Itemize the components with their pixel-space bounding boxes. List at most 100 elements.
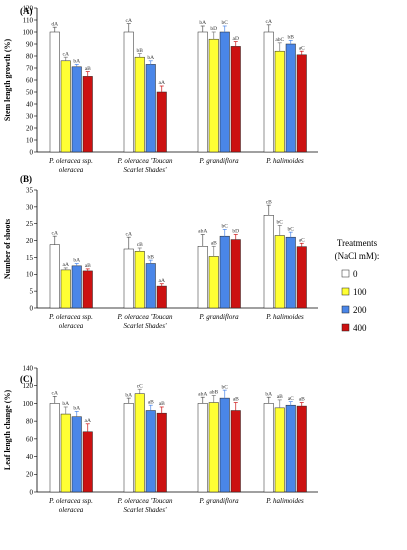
bar (197, 246, 208, 309)
category-label: P. oleracea ssp. (48, 313, 93, 321)
bar (145, 64, 156, 153)
bar (82, 76, 93, 153)
category-label: oleracea (59, 322, 84, 330)
significance-letter: cA (52, 230, 58, 236)
category-label: Scarlet Shades' (124, 166, 167, 174)
significance-letter: cB (137, 242, 143, 248)
significance-letter: aC (299, 45, 305, 51)
significance-letter: aB (85, 263, 91, 269)
significance-letter: aA (85, 418, 91, 424)
y-tick-label: 30 (26, 203, 34, 211)
y-tick-label: 100 (23, 28, 34, 36)
significance-letter: abB (209, 390, 218, 396)
bar (82, 270, 93, 309)
legend-swatch (341, 269, 350, 278)
bar (82, 431, 93, 493)
bar (145, 263, 156, 309)
y-tick-label: 40 (26, 100, 34, 108)
legend-item-label: 0 (353, 269, 358, 279)
chart-panel-3: 0 20 40 60 80 100 120 140 (C) Leaf length change … (3, 364, 318, 514)
significance-letter: bA (62, 401, 69, 407)
y-tick-label: 10 (26, 136, 34, 144)
bar (123, 248, 134, 309)
bar (134, 251, 145, 309)
significance-letter: aC (299, 237, 305, 243)
bar (60, 413, 71, 493)
significance-letter: aB (148, 399, 154, 405)
bar (219, 235, 230, 309)
y-tick-label: 120 (23, 382, 34, 390)
category-label: P. grandiflora (198, 313, 239, 321)
y-tick-label: 25 (26, 220, 34, 228)
legend-title-line2: (NaCl mM): (335, 251, 380, 261)
significance-letter: aD (233, 36, 239, 42)
bar (71, 416, 82, 493)
bar (230, 239, 241, 309)
bar (296, 246, 307, 309)
bar (71, 265, 82, 309)
bar (208, 256, 219, 309)
bar (263, 31, 274, 153)
y-tick-label: 120 (23, 4, 34, 12)
y-tick-label: 20 (26, 124, 34, 132)
y-tick-label: 15 (26, 254, 34, 262)
significance-letter: abA (198, 229, 207, 235)
significance-letter: bC (277, 220, 284, 226)
legend-item-label: 100 (353, 287, 367, 297)
bar (60, 60, 71, 153)
legend-item-label: 200 (353, 305, 367, 315)
category-label: P. oleracea 'Toucan (117, 497, 173, 505)
bar (156, 91, 167, 153)
legend-title-line1: Treatments (337, 238, 378, 248)
bar (71, 66, 82, 153)
bar (296, 405, 307, 493)
significance-letter: aA (159, 278, 165, 284)
bar (285, 43, 296, 153)
y-axis-label: Number of shoots (3, 219, 12, 279)
y-tick-label: 5 (30, 288, 34, 296)
bar (230, 46, 241, 153)
y-tick-label: 50 (26, 88, 34, 96)
category-label: P. oleracea 'Toucan (117, 313, 173, 321)
y-tick-label: 30 (26, 112, 34, 120)
y-tick-label: 140 (23, 364, 34, 372)
bar (274, 235, 285, 309)
category-label: P. halimoides (265, 157, 304, 165)
y-axis-label: Leaf length change (%) (3, 390, 12, 471)
bar (134, 393, 145, 493)
panel-label: (A) (20, 6, 33, 16)
y-tick-label: 0 (30, 148, 34, 156)
significance-letter: bA (73, 406, 80, 412)
bar (263, 403, 274, 493)
significance-letter: abA (198, 391, 207, 397)
bar (274, 50, 285, 153)
significance-letter: aB (85, 66, 91, 72)
legend-swatch (341, 305, 350, 314)
significance-letter: bA (73, 59, 80, 65)
y-tick-label: 0 (30, 304, 34, 312)
category-label: P. halimoides (265, 313, 304, 321)
significance-letter: aB (211, 241, 217, 247)
significance-letter: bC (288, 226, 295, 232)
significance-letter: bC (222, 384, 229, 390)
significance-letter: bB (137, 48, 144, 54)
y-tick-label: 0 (30, 488, 34, 496)
significance-letter: cA (63, 51, 69, 57)
chart-panel-2: 0 5 10 15 20 25 30 35 (B) Number of shoots cA cA abA… (3, 174, 318, 330)
significance-letter: bD (210, 26, 217, 32)
significance-letter: bA (147, 55, 154, 61)
y-tick-label: 100 (23, 400, 34, 408)
significance-letter: cA (126, 231, 132, 237)
bar (219, 31, 230, 153)
category-label: oleracea (59, 506, 84, 514)
y-tick-label: 110 (23, 16, 34, 24)
bar (134, 56, 145, 153)
y-tick-label: 70 (26, 64, 34, 72)
y-tick-label: 40 (26, 453, 34, 461)
significance-letter: bA (265, 391, 272, 397)
significance-letter: aA (159, 80, 165, 86)
chart-panel-1: 0 10 20 30 40 50 60 70 80 90 100 110 120(A) Stem leng… (3, 4, 318, 174)
significance-letter: cA (52, 391, 58, 397)
significance-letter: cB (266, 199, 272, 205)
legend: Treatments (NaCl mM): 0 100 200 400 (335, 238, 380, 333)
